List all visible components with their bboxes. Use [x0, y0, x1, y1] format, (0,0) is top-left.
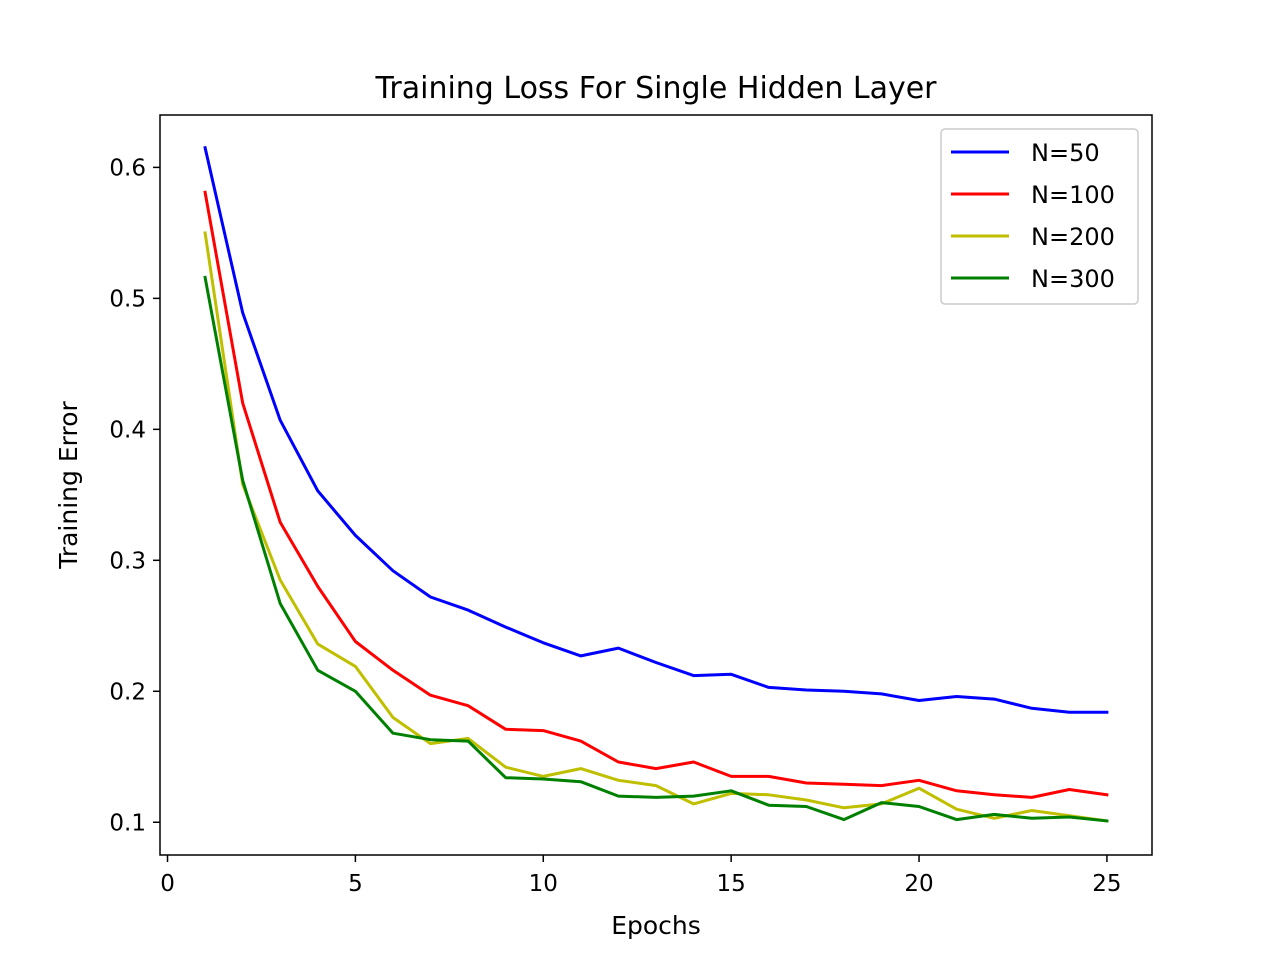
- legend-label-n-200: N=200: [1031, 223, 1115, 251]
- series-line-n-200: [203, 231, 1109, 823]
- x-tick-label: 20: [904, 871, 933, 897]
- y-axis-ticks: 0.1 0.2 0.3 0.4 0.5 0.6: [109, 155, 160, 836]
- legend-label-n-100: N=100: [1031, 181, 1115, 209]
- series-lines: [203, 145, 1109, 823]
- axes-frame: [159, 114, 1153, 856]
- x-axis-ticks: 0 5 10 15 20 25: [160, 855, 1122, 897]
- x-tick-label: 0: [160, 871, 175, 897]
- y-tick-label: 0.6: [109, 155, 146, 181]
- y-tick-label: 0.1: [109, 810, 146, 836]
- x-tick-label: 5: [348, 871, 363, 897]
- chart-title: Training Loss For Single Hidden Layer: [374, 71, 937, 106]
- y-tick-label: 0.4: [109, 417, 146, 443]
- legend: N=50 N=100 N=200 N=300: [940, 128, 1139, 305]
- x-axis-label: Epochs: [611, 911, 701, 940]
- y-tick-label: 0.3: [109, 548, 146, 574]
- x-tick-label: 10: [529, 871, 558, 897]
- x-tick-label: 15: [717, 871, 746, 897]
- series-line-n-300: [203, 275, 1109, 823]
- legend-box: [940, 128, 1139, 305]
- x-tick-label: 25: [1092, 871, 1121, 897]
- y-axis-label: Training Error: [54, 401, 83, 570]
- y-tick-label: 0.2: [109, 679, 146, 705]
- legend-label-n-300: N=300: [1031, 265, 1115, 293]
- legend-label-n-50: N=50: [1031, 139, 1100, 167]
- y-tick-label: 0.5: [109, 286, 146, 312]
- series-line-n-100: [203, 190, 1109, 799]
- series-line-n-50: [203, 145, 1109, 714]
